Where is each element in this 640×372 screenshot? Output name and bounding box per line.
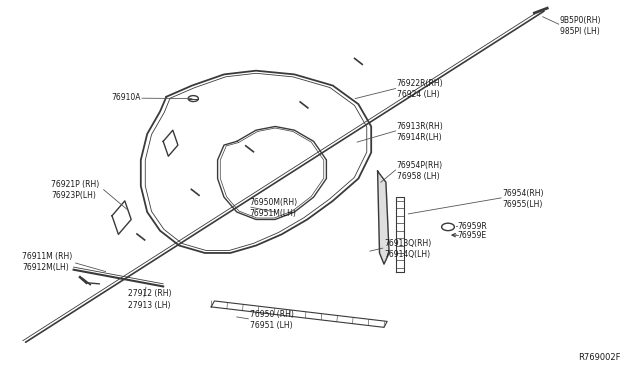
Text: 76922R(RH)
76924 (LH): 76922R(RH) 76924 (LH) [397, 79, 444, 99]
Text: 9B5P0(RH)
985PI (LH): 9B5P0(RH) 985PI (LH) [560, 16, 602, 36]
Text: 76913R(RH)
76914R(LH): 76913R(RH) 76914R(LH) [397, 122, 444, 142]
Text: 76959E: 76959E [458, 231, 487, 240]
Text: 76910A: 76910A [111, 93, 141, 102]
Text: R769002F: R769002F [579, 353, 621, 362]
Text: 76921P (RH)
76923P(LH): 76921P (RH) 76923P(LH) [51, 180, 99, 200]
Text: 76959R: 76959R [458, 222, 487, 231]
Text: 76911M (RH)
76912M(LH): 76911M (RH) 76912M(LH) [22, 252, 73, 272]
Text: 76950M(RH)
76951M(LH): 76950M(RH) 76951M(LH) [250, 198, 298, 218]
Text: 76954P(RH)
76958 (LH): 76954P(RH) 76958 (LH) [397, 161, 443, 181]
Text: 27912 (RH)
27913 (LH): 27912 (RH) 27913 (LH) [128, 289, 172, 310]
Text: 76954(RH)
76955(LH): 76954(RH) 76955(LH) [502, 189, 544, 209]
Polygon shape [378, 171, 389, 264]
Text: 76913Q(RH)
76914Q(LH): 76913Q(RH) 76914Q(LH) [384, 239, 431, 259]
Text: 76950 (RH)
76951 (LH): 76950 (RH) 76951 (LH) [250, 310, 294, 330]
